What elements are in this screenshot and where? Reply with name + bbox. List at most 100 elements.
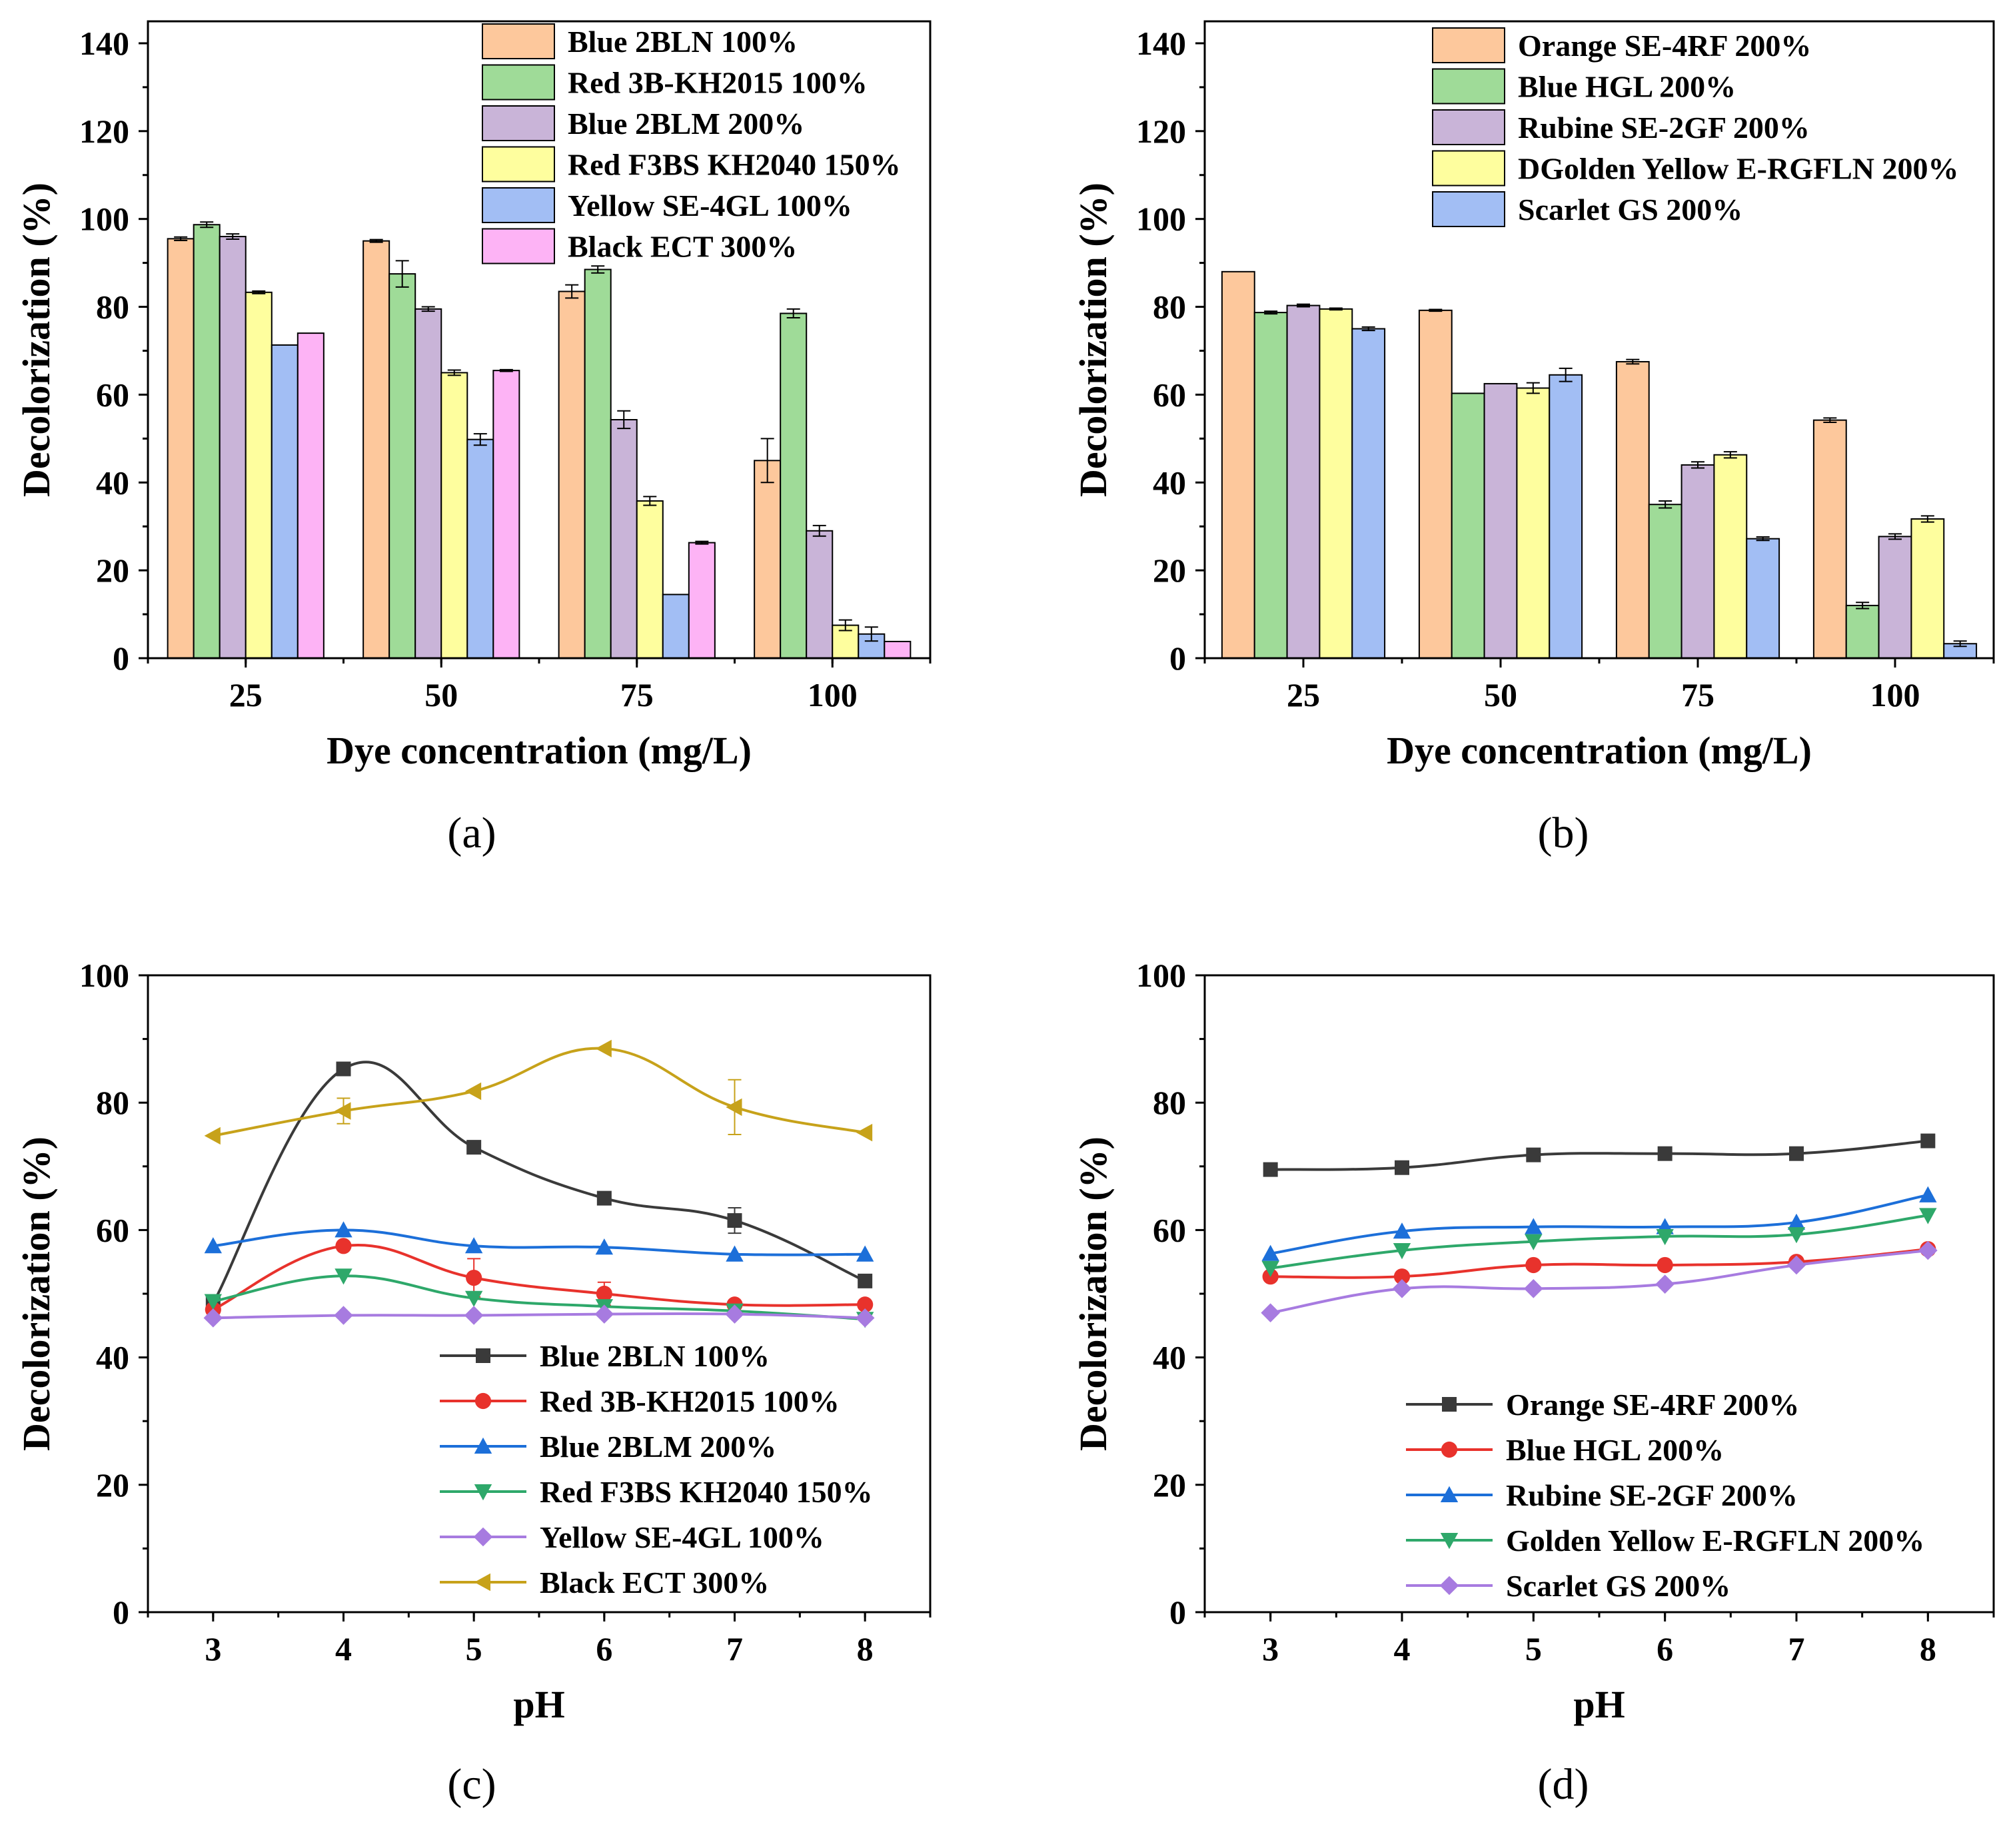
bar — [1221, 270, 1255, 659]
legend-swatch — [1432, 150, 1505, 187]
x-tick-label: 6 — [596, 1630, 612, 1667]
data-point — [1261, 1244, 1279, 1261]
legend-label: Orange SE-4RF 200% — [1506, 1388, 1799, 1422]
x-tick-label: 3 — [205, 1630, 221, 1667]
y-axis-title: Decolorization (%) — [1071, 1137, 1115, 1451]
x-tick-label: 25 — [1287, 676, 1320, 713]
y-tick-label: 140 — [1136, 25, 1186, 62]
y-tick-label: 20 — [96, 552, 129, 589]
data-point — [336, 1061, 351, 1077]
x-tick-label: 7 — [1788, 1630, 1805, 1667]
y-tick-label: 40 — [1153, 464, 1186, 501]
panel-label: (d) — [1538, 1760, 1589, 1809]
data-point — [1919, 1208, 1937, 1224]
data-point — [1789, 1146, 1804, 1161]
legend-marker — [1441, 1441, 1458, 1458]
legend-label: Scarlet GS 200% — [1518, 193, 1742, 227]
data-point — [1261, 1303, 1280, 1322]
data-point — [1395, 1160, 1409, 1175]
data-point — [1393, 1222, 1411, 1239]
x-tick-label: 8 — [857, 1630, 874, 1667]
y-tick-label: 80 — [1153, 288, 1186, 326]
series-line — [1270, 1248, 1928, 1279]
legend-swatch — [482, 23, 555, 59]
data-point — [204, 1127, 221, 1145]
y-tick-label: 0 — [1169, 640, 1186, 677]
legend-label: Blue 2BLN 100% — [568, 25, 798, 59]
bar — [1878, 536, 1912, 659]
data-point — [856, 1123, 873, 1142]
y-tick-label: 60 — [96, 1211, 129, 1248]
data-point — [464, 1306, 484, 1325]
series-line — [1270, 1214, 1928, 1270]
bar — [1615, 360, 1650, 659]
legend-swatch — [482, 146, 555, 183]
y-tick-label: 20 — [96, 1466, 129, 1504]
x-tick-label: 8 — [1920, 1630, 1936, 1667]
data-point — [1920, 1133, 1936, 1149]
panel-label: (c) — [447, 1760, 496, 1809]
legend-swatch — [482, 64, 555, 101]
data-point — [1918, 1240, 1938, 1260]
y-axis-title: Decolorization (%) — [1071, 183, 1115, 497]
bar — [1746, 538, 1780, 660]
y-tick-label: 40 — [96, 464, 129, 501]
x-axis-title: pH — [513, 1683, 564, 1726]
x-tick-label: 6 — [1657, 1630, 1673, 1667]
y-tick-label: 120 — [79, 113, 129, 150]
bar — [193, 224, 221, 659]
series-line — [213, 1312, 866, 1320]
legend-swatch — [482, 228, 555, 264]
legend-marker — [474, 1484, 492, 1501]
legend-marker — [1440, 1533, 1459, 1550]
data-point — [1657, 1146, 1673, 1161]
panel-label: (b) — [1538, 809, 1589, 857]
legend-label: Yellow SE-4GL 100% — [568, 189, 852, 223]
bar — [1713, 454, 1748, 659]
y-tick-label: 60 — [1153, 1211, 1186, 1248]
data-point — [1263, 1162, 1278, 1177]
legend-swatch — [482, 105, 555, 141]
bar — [245, 291, 273, 659]
legend-label: Golden Yellow E-RGFLN 200% — [1506, 1524, 1924, 1558]
legend-swatch — [482, 187, 555, 223]
y-tick-label: 0 — [113, 1594, 129, 1631]
bar — [1648, 504, 1682, 660]
data-point — [464, 1082, 482, 1101]
legend-swatch — [1432, 191, 1505, 227]
data-point — [1261, 1260, 1279, 1277]
y-tick-label: 100 — [1136, 201, 1186, 238]
y-axis-title: Decolorization (%) — [15, 183, 58, 497]
data-point — [335, 1221, 352, 1238]
data-point — [334, 1306, 353, 1325]
legend-label: Blue 2BLN 100% — [540, 1339, 770, 1373]
data-point — [464, 1290, 483, 1307]
y-tick-label: 140 — [79, 25, 129, 62]
y-tick-label: 100 — [79, 957, 129, 994]
y-tick-label: 80 — [96, 288, 129, 326]
bar — [1845, 604, 1880, 659]
data-point — [856, 1245, 874, 1262]
data-point — [726, 1245, 744, 1262]
bar — [167, 238, 195, 659]
x-tick-label: 5 — [466, 1630, 482, 1667]
legend: Blue 2BLN 100% Red 3B-KH2015 100% Blue 2BL… — [440, 1339, 873, 1600]
y-tick-label: 40 — [96, 1339, 129, 1376]
legend-label: Yellow SE-4GL 100% — [540, 1520, 824, 1554]
legend-label: DGolden Yellow E-RGFLN 200% — [1518, 152, 1958, 186]
legend-marker — [474, 1573, 490, 1592]
y-tick-label: 100 — [1136, 957, 1186, 994]
data-point — [1656, 1228, 1674, 1246]
y-tick-label: 120 — [1136, 113, 1186, 150]
data-point — [595, 1039, 612, 1058]
y-tick-label: 40 — [1153, 1339, 1186, 1376]
data-point — [1393, 1242, 1411, 1260]
legend-label: Scarlet GS 200% — [1506, 1569, 1730, 1603]
legend-swatch — [1432, 109, 1505, 145]
panel-a: 0 20 40 60 80 100 120 140 25 50 75 100 Dye concentra… — [15, 20, 932, 857]
bar — [1253, 312, 1288, 660]
x-tick-label: 5 — [1525, 1630, 1542, 1667]
legend-label: Blue 2BLM 200% — [568, 107, 804, 141]
panel-label: (a) — [447, 809, 496, 857]
bar — [271, 344, 299, 660]
